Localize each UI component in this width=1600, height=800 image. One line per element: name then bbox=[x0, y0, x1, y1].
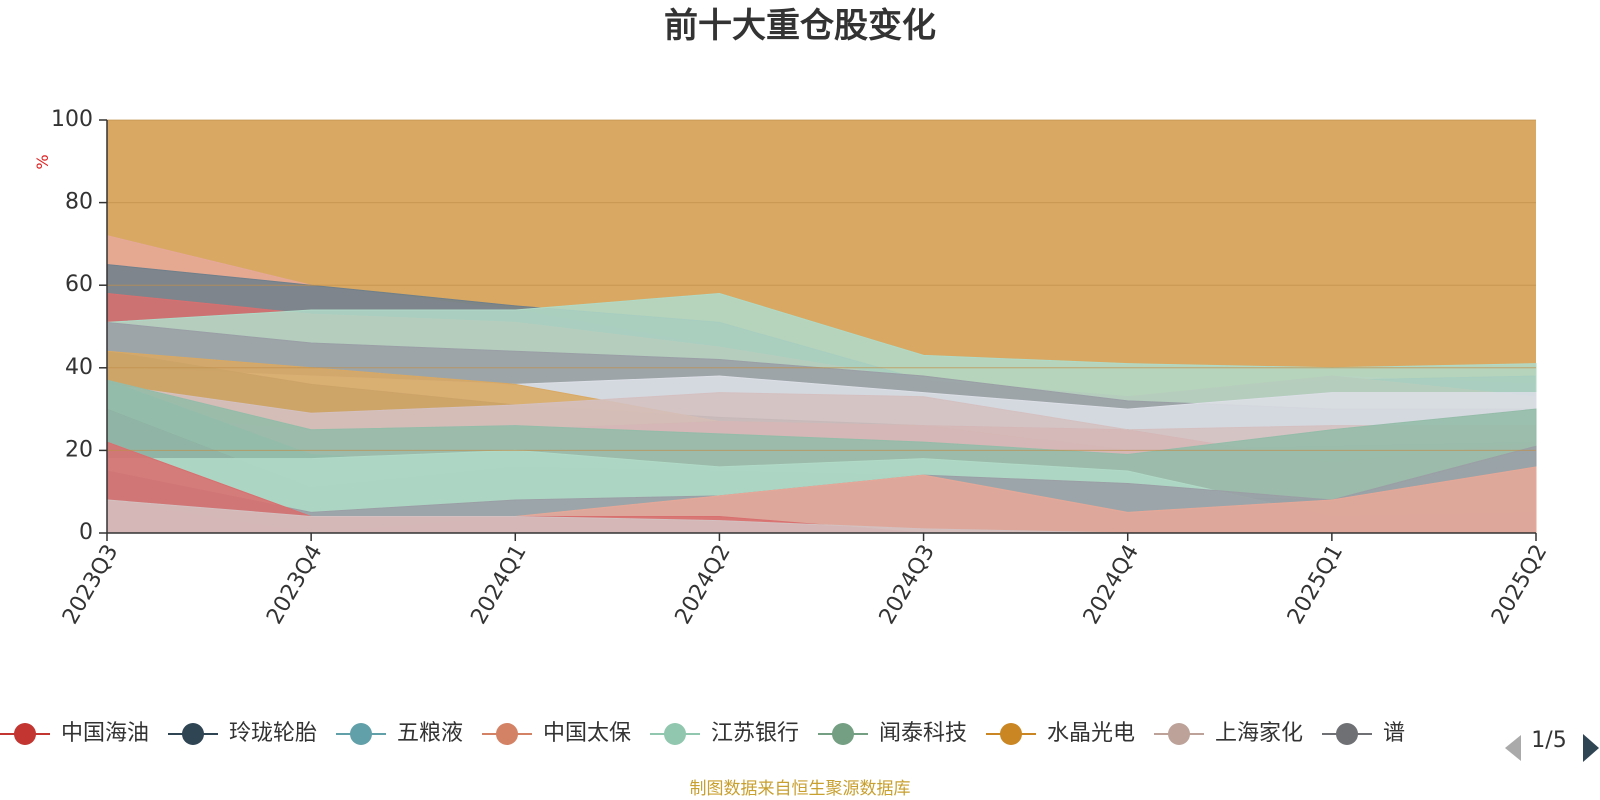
legend-circle-icon bbox=[496, 723, 518, 745]
legend-label: 闻泰科技 bbox=[879, 721, 967, 746]
chart-title: 前十大重仓股变化 bbox=[664, 6, 936, 46]
legend-item[interactable]: 谱 bbox=[1322, 721, 1405, 746]
legend-prev-arrow-icon[interactable] bbox=[1505, 735, 1521, 761]
y-tick-label: 80 bbox=[65, 190, 93, 215]
y-tick-label: 0 bbox=[79, 520, 93, 545]
y-tick-label: 20 bbox=[65, 437, 93, 462]
legend-label: 江苏银行 bbox=[711, 721, 799, 746]
y-tick-label: 40 bbox=[65, 355, 93, 380]
legend-next-arrow-icon[interactable] bbox=[1583, 734, 1599, 762]
y-axis-label: % bbox=[33, 154, 52, 169]
y-tick-label: 100 bbox=[51, 107, 93, 132]
legend-item[interactable]: 水晶光电 bbox=[986, 721, 1135, 746]
legend-circle-icon bbox=[1000, 723, 1022, 745]
legend-circle-icon bbox=[664, 723, 686, 745]
x-tick-label: 2024Q4 bbox=[1079, 541, 1144, 629]
legend-label: 谱 bbox=[1383, 721, 1405, 746]
x-tick-label: 2024Q1 bbox=[466, 541, 531, 629]
y-tick-label: 60 bbox=[65, 272, 93, 297]
legend-label: 玲珑轮胎 bbox=[229, 721, 317, 746]
legend-item[interactable]: 五粮液 bbox=[336, 721, 463, 746]
x-tick-label: 2025Q1 bbox=[1283, 541, 1348, 629]
plot-area bbox=[106, 120, 1537, 534]
legend-circle-icon bbox=[832, 723, 854, 745]
grid-lines bbox=[107, 119, 1536, 451]
legend-page-indicator: 1/5 bbox=[1531, 728, 1566, 753]
legend-item[interactable]: 玲珑轮胎 bbox=[168, 721, 317, 746]
legend-item[interactable]: 江苏银行 bbox=[650, 721, 799, 746]
source-note: 制图数据来自恒生聚源数据库 bbox=[690, 779, 911, 799]
legend-item[interactable]: 闻泰科技 bbox=[818, 721, 967, 746]
legend-circle-icon bbox=[14, 723, 36, 745]
legend-label: 五粮液 bbox=[397, 721, 463, 746]
legend-circle-icon bbox=[350, 723, 372, 745]
legend-item[interactable]: 中国海油 bbox=[0, 721, 149, 746]
legend-label: 中国太保 bbox=[543, 721, 631, 746]
legend-label: 水晶光电 bbox=[1047, 721, 1135, 746]
x-tick-label: 2023Q4 bbox=[262, 541, 327, 629]
legend-circle-icon bbox=[182, 723, 204, 745]
legend-item[interactable]: 中国太保 bbox=[482, 721, 631, 746]
x-tick-label: 2025Q2 bbox=[1487, 541, 1552, 629]
legend-circle-icon bbox=[1336, 723, 1358, 745]
legend-label: 上海家化 bbox=[1215, 721, 1303, 746]
x-tick-label: 2024Q3 bbox=[875, 541, 940, 629]
legend-pager[interactable]: 1/5 bbox=[1505, 728, 1599, 762]
legend[interactable]: 中国海油 玲珑轮胎 五粮液 中国太保 江苏银行 闻泰科技 水晶光电 上海家化 谱 bbox=[0, 721, 1405, 746]
x-tick-label: 2024Q2 bbox=[671, 541, 736, 629]
legend-label: 中国海油 bbox=[61, 721, 149, 746]
legend-circle-icon bbox=[1168, 723, 1190, 745]
legend-item[interactable]: 上海家化 bbox=[1154, 721, 1303, 746]
x-tick-label: 2023Q3 bbox=[58, 541, 123, 629]
